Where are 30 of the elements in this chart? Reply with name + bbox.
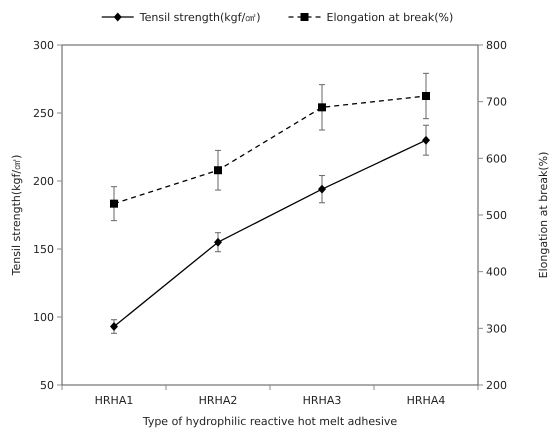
y2-tick-label: 800 xyxy=(486,39,507,52)
point xyxy=(110,322,118,332)
legend-label: Elongation at break(%) xyxy=(326,11,454,24)
point xyxy=(318,184,326,194)
x-axis-title: Type of hydrophilic reactive hot melt adhesive xyxy=(142,415,398,428)
y2-tick-label: 200 xyxy=(486,379,507,392)
y-tick-label: 100 xyxy=(33,311,54,324)
legend-label: Tensil strength(kgf/㎠) xyxy=(138,11,261,24)
y-tick-label: 50 xyxy=(40,379,54,392)
y2-tick-label: 400 xyxy=(486,266,507,279)
point xyxy=(110,200,118,208)
x-tick-label: HRHA4 xyxy=(406,394,446,407)
y-tick-label: 250 xyxy=(33,107,54,120)
point xyxy=(214,238,222,247)
point xyxy=(214,166,222,174)
x-tick-label: HRHA1 xyxy=(94,394,134,407)
y2-tick-label: 500 xyxy=(486,209,507,222)
y-axis-title: Tensil strength(kgf/㎠) xyxy=(10,154,23,276)
y2-tick-label: 600 xyxy=(486,152,507,166)
y2-axis-title: Elongation at break(%) xyxy=(537,152,550,278)
y-tick-label: 150 xyxy=(33,243,54,256)
x-tick-label: HRHA3 xyxy=(302,394,342,407)
y-tick-label: 300 xyxy=(33,39,54,52)
point xyxy=(422,136,430,145)
point xyxy=(318,103,326,112)
y2-tick-label: 700 xyxy=(486,96,507,109)
y-tick-label: 200 xyxy=(33,175,54,188)
point xyxy=(422,92,430,100)
x-tick-label: HRHA2 xyxy=(198,394,238,407)
y2-tick-label: 300 xyxy=(486,322,507,336)
